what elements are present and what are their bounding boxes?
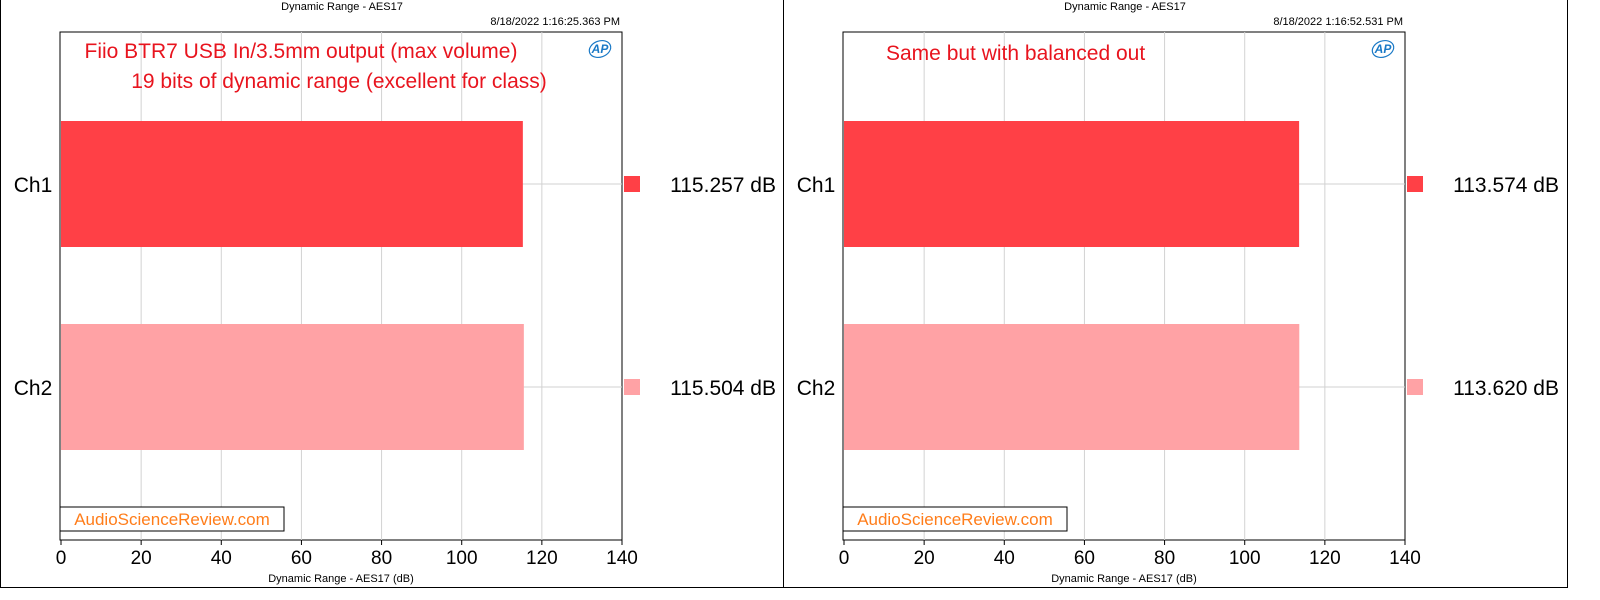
gridlines bbox=[844, 32, 1405, 540]
ap-logo-icon: AP bbox=[588, 39, 612, 59]
x-tick-label: 60 bbox=[1074, 548, 1095, 569]
x-tick-label: 100 bbox=[446, 548, 478, 569]
watermark: AudioScienceReview.com bbox=[857, 510, 1053, 529]
gridlines bbox=[61, 32, 622, 540]
category-label-ch1: Ch1 bbox=[14, 174, 53, 197]
chart-title: Dynamic Range - AES17 bbox=[1064, 1, 1186, 13]
chart-panel-left: Dynamic Range - AES17 8/18/2022 1:16:25.… bbox=[0, 0, 784, 588]
bar-ch1 bbox=[61, 121, 523, 247]
x-tick-label: 40 bbox=[994, 548, 1015, 569]
x-tick-label: 20 bbox=[914, 548, 935, 569]
bars bbox=[844, 121, 1300, 450]
watermark: AudioScienceReview.com bbox=[74, 510, 270, 529]
ap-logo-text: AP bbox=[1374, 42, 1393, 56]
annotation-line-1: Same but with balanced out bbox=[886, 42, 1145, 65]
dynamic-range-chart-right: Dynamic Range - AES17 8/18/2022 1:16:52.… bbox=[797, 1, 1559, 585]
plot-area bbox=[842, 31, 1406, 541]
category-labels: Ch1 Ch2 bbox=[797, 174, 836, 400]
x-tick-label: 140 bbox=[1389, 548, 1421, 569]
x-axis-ticks: 0 20 40 60 80 100 120 140 bbox=[839, 540, 1421, 569]
value-label-ch2: 115.504 dB bbox=[670, 377, 776, 400]
category-labels: Ch1 Ch2 bbox=[14, 174, 53, 400]
category-label-ch2: Ch2 bbox=[797, 377, 836, 400]
x-tick-label: 140 bbox=[606, 548, 638, 569]
x-tick-label: 80 bbox=[1154, 548, 1175, 569]
annotation-line-1: Fiio BTR7 USB In/3.5mm output (max volum… bbox=[85, 40, 518, 63]
x-axis-label: Dynamic Range - AES17 (dB) bbox=[268, 573, 414, 585]
value-legend: 113.574 dB 113.620 dB bbox=[1407, 174, 1559, 400]
x-tick-label: 120 bbox=[526, 548, 558, 569]
bar-ch2 bbox=[61, 324, 524, 450]
value-label-ch1: 115.257 dB bbox=[670, 174, 776, 197]
chart-panel-right: Dynamic Range - AES17 8/18/2022 1:16:52.… bbox=[784, 0, 1568, 588]
x-tick-label: 80 bbox=[371, 548, 392, 569]
x-tick-label: 0 bbox=[839, 548, 850, 569]
x-tick-label: 60 bbox=[291, 548, 312, 569]
x-axis-label: Dynamic Range - AES17 (dB) bbox=[1051, 573, 1197, 585]
bar-ch2 bbox=[844, 324, 1300, 450]
timestamp: 8/18/2022 1:16:52.531 PM bbox=[1273, 16, 1403, 28]
x-tick-label: 40 bbox=[211, 548, 232, 569]
category-label-ch1: Ch1 bbox=[797, 174, 836, 197]
watermark-box bbox=[59, 506, 285, 532]
value-label-ch1: 113.574 dB bbox=[1453, 174, 1559, 197]
x-tick-label: 0 bbox=[56, 548, 67, 569]
value-label-ch2: 113.620 dB bbox=[1453, 377, 1559, 400]
annotation-line-2: 19 bits of dynamic range (excellent for … bbox=[131, 70, 547, 93]
legend-swatch-ch2 bbox=[624, 379, 640, 395]
ap-logo-icon: AP bbox=[1371, 39, 1395, 59]
dynamic-range-chart-left: Dynamic Range - AES17 8/18/2022 1:16:25.… bbox=[14, 1, 776, 585]
ap-logo-text: AP bbox=[591, 42, 610, 56]
legend-swatch-ch2 bbox=[1407, 379, 1423, 395]
timestamp: 8/18/2022 1:16:25.363 PM bbox=[490, 16, 620, 28]
x-axis-ticks: 0 20 40 60 80 100 120 140 bbox=[56, 540, 638, 569]
x-tick-label: 120 bbox=[1309, 548, 1341, 569]
legend-swatch-ch1 bbox=[624, 176, 640, 192]
x-tick-label: 100 bbox=[1229, 548, 1261, 569]
watermark-box bbox=[842, 506, 1068, 532]
plot-area bbox=[59, 31, 623, 541]
bar-ch1 bbox=[844, 121, 1300, 247]
legend-swatch-ch1 bbox=[1407, 176, 1423, 192]
value-legend: 115.257 dB 115.504 dB bbox=[624, 174, 776, 400]
bars bbox=[61, 121, 524, 450]
category-label-ch2: Ch2 bbox=[14, 377, 53, 400]
x-tick-label: 20 bbox=[131, 548, 152, 569]
chart-title: Dynamic Range - AES17 bbox=[281, 1, 403, 13]
